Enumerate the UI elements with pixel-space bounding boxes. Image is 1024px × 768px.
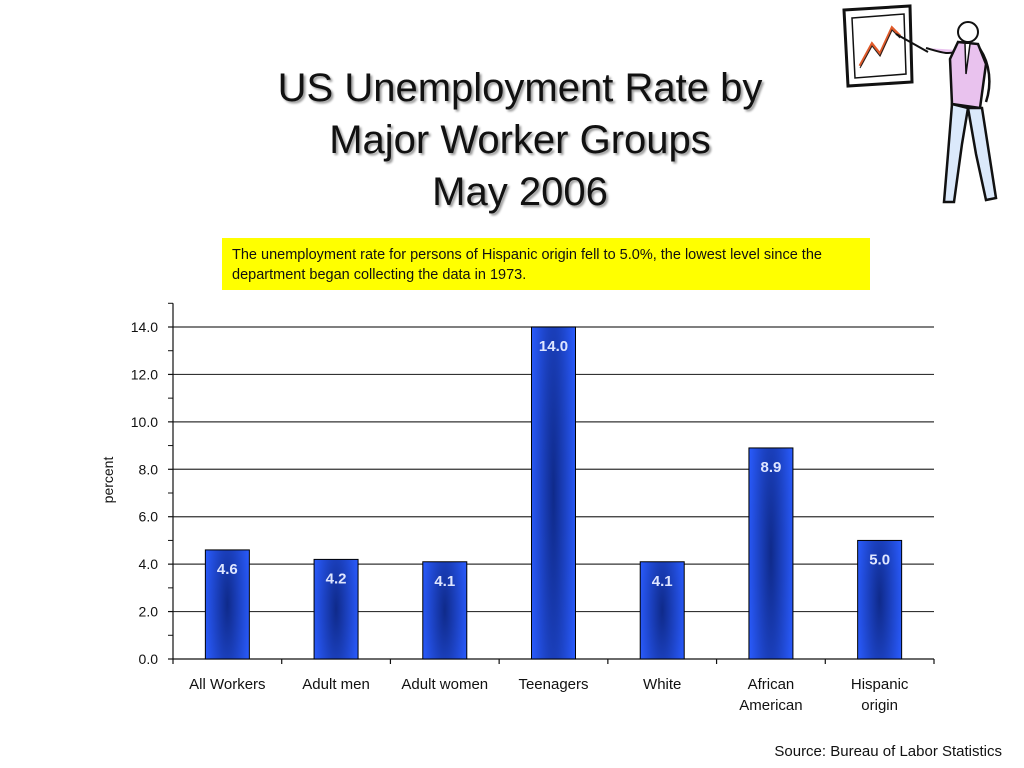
y-tick-label: 4.0 — [139, 556, 159, 572]
x-tick-label: White — [643, 676, 681, 693]
bar-value-label: 5.0 — [869, 551, 890, 568]
x-tick-label: Teenagers — [518, 676, 588, 693]
bar-value-label: 4.1 — [652, 573, 673, 590]
bar — [639, 561, 685, 660]
slide-title: US Unemployment Rate by Major Worker Gro… — [180, 62, 860, 218]
bar-value-label: 8.9 — [760, 459, 781, 476]
bar — [531, 326, 576, 660]
bar-value-label: 4.6 — [217, 561, 238, 578]
y-tick-label: 8.0 — [139, 461, 159, 477]
y-tick-label: 12.0 — [131, 366, 158, 382]
source-note: Source: Bureau of Labor Statistics — [774, 743, 1002, 760]
easel-board — [842, 4, 914, 88]
x-tick-label: African — [748, 676, 795, 693]
x-tick-label: Adult men — [302, 676, 370, 693]
note-box: The unemployment rate for persons of His… — [222, 238, 870, 290]
bar-value-label: 14.0 — [539, 338, 568, 355]
bar-value-label: 4.1 — [434, 573, 455, 590]
bar — [748, 447, 794, 660]
presenter-at-chart-clipart — [842, 4, 998, 204]
x-tick-label: Hispanic — [851, 676, 909, 693]
title-line-3: May 2006 — [432, 170, 608, 214]
title-line-2: Major Worker Groups — [329, 118, 711, 162]
x-tick-label: All Workers — [189, 676, 265, 693]
bar — [313, 558, 359, 660]
y-tick-label: 0.0 — [139, 651, 159, 667]
x-tick-label: American — [739, 697, 802, 714]
bar — [857, 539, 903, 660]
bar — [204, 549, 250, 660]
bar — [422, 561, 468, 660]
y-tick-label: 10.0 — [131, 414, 158, 430]
y-tick-label: 6.0 — [139, 509, 159, 525]
x-tick-label: origin — [861, 697, 898, 714]
title-line-1: US Unemployment Rate by — [277, 66, 763, 110]
y-tick-label: 14.0 — [131, 319, 158, 335]
x-tick-label: Adult women — [401, 676, 488, 693]
presenter-figure — [895, 21, 998, 204]
bar-value-label: 4.2 — [326, 570, 347, 587]
y-axis-label: percent — [100, 457, 116, 504]
y-tick-label: 2.0 — [139, 604, 159, 620]
